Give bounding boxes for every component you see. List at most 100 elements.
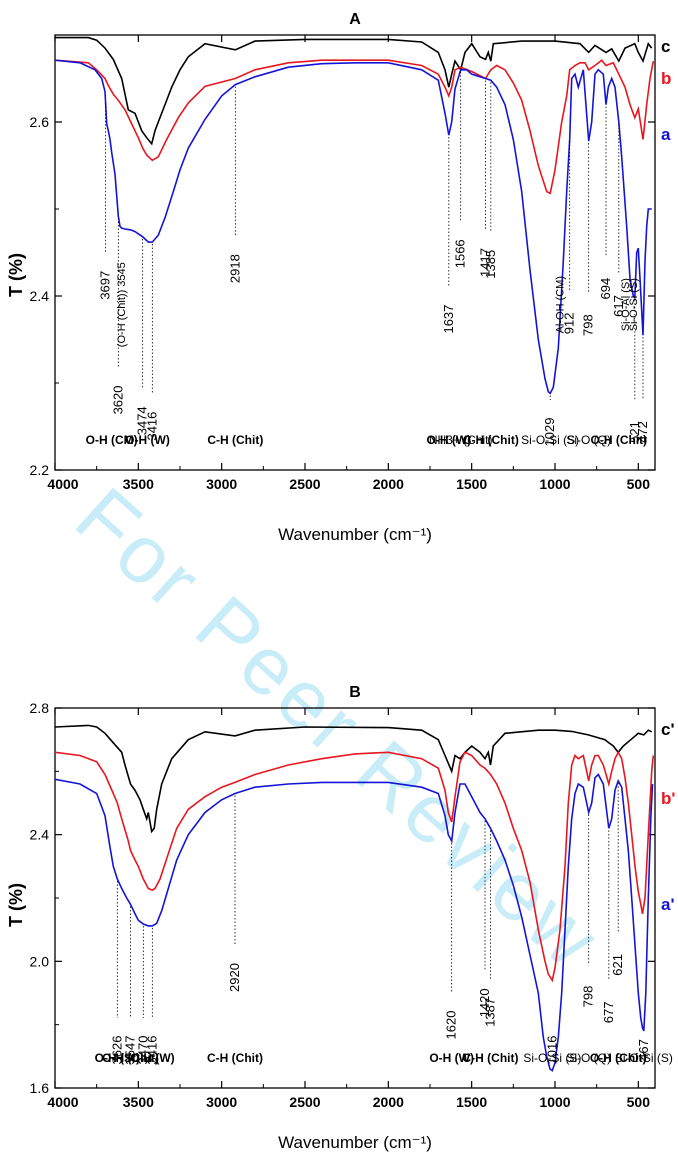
x-tick-label: 500 <box>627 476 651 492</box>
x-tick-label: 4000 <box>47 476 78 492</box>
peak-wavenumber-label: 1387 <box>483 998 498 1027</box>
peak-wavenumber-label: 2920 <box>227 963 242 992</box>
peak-assignment-label: O-H (Chit) <box>591 433 648 447</box>
series-line-cp <box>55 724 653 834</box>
curve-label: b <box>661 69 671 88</box>
y-tick-label: 2.6 <box>30 114 50 130</box>
peak-assignment-label: C-H (Chit) <box>207 1051 263 1065</box>
peak-wavenumber-label: 467 <box>636 1039 651 1061</box>
curve-label: b' <box>661 789 675 808</box>
series-line-b <box>55 59 655 195</box>
x-axis-label: Wavenumber (cm⁻¹) <box>278 1133 432 1152</box>
y-tick-label: 2.4 <box>30 827 50 843</box>
curve-label: a' <box>661 895 675 914</box>
panel-title: A <box>349 11 361 28</box>
peak-wavenumber-label: 3547 <box>123 1036 138 1065</box>
peak-assignment-label: Si-O-Si (S) <box>521 433 579 447</box>
peak-assignment-label: O-H (Chit) <box>102 1051 159 1065</box>
x-tick-label: 2000 <box>373 476 404 492</box>
peak-assignment-label: Si-O-Al (S) <box>620 278 632 331</box>
peak-assignment-label: Si-O (Q) <box>566 1051 611 1065</box>
x-tick-label: 1000 <box>539 476 570 492</box>
peak-wavenumber-label: 1029 <box>542 418 557 447</box>
peak-wavenumber-label: 1637 <box>441 305 456 334</box>
peak-wavenumber-label: 3470 <box>135 1036 150 1065</box>
peak-wavenumber-label: 1385 <box>483 250 498 279</box>
curve-label: c <box>661 37 670 56</box>
x-tick-label: 3000 <box>206 476 237 492</box>
peak-wavenumber-label: 1420 <box>477 988 492 1017</box>
y-axis-label: T (%) <box>6 883 26 927</box>
x-tick-label: 2500 <box>289 1094 320 1110</box>
peak-wavenumber-label: 521 <box>627 421 642 443</box>
peak-wavenumber-label: 617 <box>611 295 626 317</box>
peak-wavenumber-label: 677 <box>601 1001 616 1023</box>
peak-assignment-label: O-H (W) <box>125 433 170 447</box>
peak-assignment-label: Si-O (Q) <box>566 433 611 447</box>
x-tick-label: 1500 <box>456 1094 487 1110</box>
plot-frame <box>54 34 656 471</box>
peak-assignment-label: C-H (Chit) <box>463 1051 519 1065</box>
y-tick-label: 2.0 <box>30 953 50 969</box>
peak-wavenumber-label: 3697 <box>98 271 113 300</box>
y-axis-label: T (%) <box>6 253 26 297</box>
series-line-a <box>55 59 652 395</box>
curve-label: a <box>661 125 671 144</box>
peak-wavenumber-label: 3620 <box>110 385 125 414</box>
peak-wavenumber-label: 1566 <box>453 239 468 268</box>
peak-wavenumber-label: 621 <box>610 954 625 976</box>
x-tick-label: 500 <box>627 1094 651 1110</box>
peak-assignment-label: O-H (W) <box>429 1051 474 1065</box>
peak-assignment-label: C-H (Chit) <box>207 433 263 447</box>
peak-wavenumber-label: 798 <box>581 314 596 336</box>
y-tick-label: 2.2 <box>30 462 50 478</box>
peak-wavenumber-label: 912 <box>562 313 577 335</box>
peak-wavenumber-label: 3416 <box>144 1036 159 1065</box>
peak-assignment-label: Si-O-Si (S) <box>523 1051 581 1065</box>
panel-A: A 4000 3500 3000 2500 2000 1500 1000 500 2.2 2.4 2.… <box>6 11 671 544</box>
peak-wavenumber-label: 3474 <box>135 406 150 435</box>
peak-assignment-label: O-H (St) <box>95 1051 140 1065</box>
peak-assignment-label: O-H (Chit) <box>590 1051 647 1065</box>
y-tick-label: 2.8 <box>30 700 50 716</box>
peak-assignment-label: C-H (Chit) <box>463 433 519 447</box>
y-tick-label: 2.4 <box>30 288 50 304</box>
peak-assignment-label: Si-O-Si (S) <box>615 1051 673 1065</box>
peak-assignment-label: Al-OH (CM) <box>555 276 567 333</box>
panel-title: B <box>349 684 361 701</box>
peak-wavenumber-label: 1620 <box>444 1011 459 1040</box>
peak-wavenumber-label: 3626 <box>109 1036 124 1065</box>
x-tick-label: 1000 <box>539 1094 570 1110</box>
series-line-ap <box>55 773 654 1072</box>
peak-wavenumber-label: 3416 <box>144 412 159 441</box>
peak-wavenumber-label: 1417 <box>478 248 493 277</box>
peak-wavenumber-label: 694 <box>598 278 613 300</box>
x-tick-label: 3500 <box>123 476 154 492</box>
plot-frame <box>54 707 656 1089</box>
peak-assignment-label: (O-H (Chit)) 3545 <box>116 262 128 347</box>
x-tick-label: 2000 <box>373 1094 404 1110</box>
series-line-c <box>55 36 653 146</box>
x-axis-label: Wavenumber (cm⁻¹) <box>278 525 432 544</box>
peak-wavenumber-label: 472 <box>635 421 650 443</box>
x-tick-label: 2500 <box>289 476 320 492</box>
peak-assignment-label: O-H (CM) <box>86 433 138 447</box>
peak-wavenumber-label: 2918 <box>227 254 242 283</box>
peak-assignment-label: O-H (W) <box>427 433 472 447</box>
curve-label: c' <box>661 720 675 739</box>
x-tick-label: 1500 <box>456 476 487 492</box>
series-line-bp <box>55 750 655 983</box>
peak-wavenumber-label: 798 <box>581 986 596 1008</box>
x-tick-label: 3000 <box>206 1094 237 1110</box>
peak-assignment-label: Si-O-Si (S) <box>628 278 640 331</box>
peak-assignment-label: NH3+ (Chit) <box>429 433 493 447</box>
x-tick-label: 4000 <box>47 1094 78 1110</box>
panel-B: B 4000 3500 3000 2500 2000 1500 1000 500 1.6 2.0 2.… <box>6 684 675 1152</box>
peak-assignment-label: O-H (W) <box>130 1051 175 1065</box>
x-tick-label: 3500 <box>123 1094 154 1110</box>
y-tick-label: 1.6 <box>30 1080 50 1096</box>
peak-wavenumber-label: 1016 <box>544 1036 559 1065</box>
